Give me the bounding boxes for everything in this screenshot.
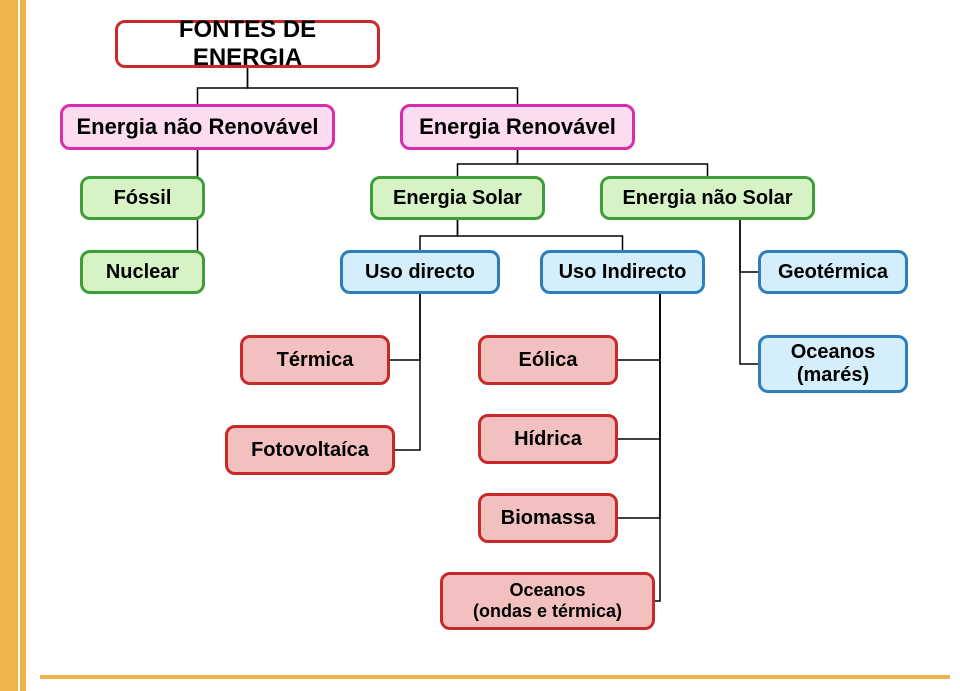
node-nao-renov: Energia não Renovável — [60, 104, 335, 150]
node-nuclear: Nuclear — [80, 250, 205, 294]
node-label: Uso Indirecto — [559, 261, 687, 284]
slide-footer-bar — [40, 675, 950, 679]
node-fossil: Fóssil — [80, 176, 205, 220]
node-label: Energia não Solar — [622, 187, 792, 210]
node-label: Uso directo — [365, 261, 475, 284]
node-hidrica: Hídrica — [478, 414, 618, 464]
node-label: FONTES DE ENERGIA — [126, 16, 369, 71]
node-termica: Térmica — [240, 335, 390, 385]
node-label: Eólica — [519, 349, 578, 372]
slide-frame-left — [0, 0, 18, 691]
node-oceanos-mares: Oceanos(marés) — [758, 335, 908, 393]
node-root: FONTES DE ENERGIA — [115, 20, 380, 68]
slide-frame-left-accent — [20, 0, 26, 691]
node-label: Energia Solar — [393, 187, 522, 210]
node-label: Hídrica — [514, 428, 582, 451]
node-uso-directo: Uso directo — [340, 250, 500, 294]
node-label: Oceanos(ondas e térmica) — [473, 580, 622, 621]
node-label: Térmica — [277, 349, 354, 372]
node-renov: Energia Renovável — [400, 104, 635, 150]
node-label: Energia Renovável — [419, 114, 616, 139]
node-biomassa: Biomassa — [478, 493, 618, 543]
node-fotovoltaica: Fotovoltaíca — [225, 425, 395, 475]
node-label: Geotérmica — [778, 261, 888, 284]
node-label: Biomassa — [501, 507, 596, 530]
node-geotermica: Geotérmica — [758, 250, 908, 294]
node-uso-indirecto: Uso Indirecto — [540, 250, 705, 294]
node-label: Oceanos(marés) — [791, 341, 875, 387]
node-en-solar: Energia Solar — [370, 176, 545, 220]
node-label: Fotovoltaíca — [251, 439, 369, 462]
node-oceanos-ondas: Oceanos(ondas e térmica) — [440, 572, 655, 630]
node-label: Energia não Renovável — [76, 114, 318, 139]
node-eolica: Eólica — [478, 335, 618, 385]
node-en-nao-solar: Energia não Solar — [600, 176, 815, 220]
node-label: Fóssil — [114, 187, 172, 210]
node-label: Nuclear — [106, 261, 179, 284]
